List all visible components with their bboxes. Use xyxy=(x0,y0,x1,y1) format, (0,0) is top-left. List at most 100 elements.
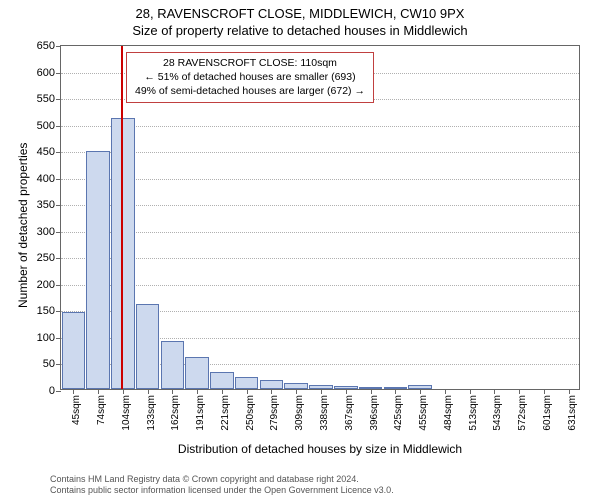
gridline xyxy=(61,258,579,259)
ytick-mark xyxy=(56,46,61,47)
xtick-mark xyxy=(371,389,372,394)
annotation-line: 49% of semi-detached houses are larger (… xyxy=(135,84,365,98)
gridline xyxy=(61,126,579,127)
xtick-mark xyxy=(395,389,396,394)
xtick-label: 338sqm xyxy=(319,395,330,431)
xtick-mark xyxy=(222,389,223,394)
ytick-label: 650 xyxy=(37,40,55,52)
xtick-label: 484sqm xyxy=(443,395,454,431)
histogram-bar xyxy=(235,377,259,389)
xtick-label: 513sqm xyxy=(468,395,479,431)
histogram-bar xyxy=(260,380,284,389)
ytick-label: 500 xyxy=(37,120,55,132)
y-axis-label: Number of detached properties xyxy=(16,142,30,307)
ytick-mark xyxy=(56,99,61,100)
xtick-mark xyxy=(247,389,248,394)
ytick-label: 100 xyxy=(37,332,55,344)
xtick-mark xyxy=(445,389,446,394)
ytick-label: 0 xyxy=(49,385,55,397)
ytick-mark xyxy=(56,391,61,392)
chart-plot-area: 0501001502002503003504004505005506006504… xyxy=(60,45,580,390)
gridline xyxy=(61,205,579,206)
xtick-label: 250sqm xyxy=(245,395,256,431)
ytick-mark xyxy=(56,364,61,365)
ytick-mark xyxy=(56,152,61,153)
chart-title-line2: Size of property relative to detached ho… xyxy=(0,23,600,38)
ytick-label: 50 xyxy=(43,358,55,370)
xtick-label: 572sqm xyxy=(517,395,528,431)
xtick-mark xyxy=(172,389,173,394)
histogram-bar xyxy=(161,341,185,389)
annotation-line: 28 RAVENSCROFT CLOSE: 110sqm xyxy=(135,56,365,70)
ytick-label: 250 xyxy=(37,252,55,264)
ytick-label: 350 xyxy=(37,199,55,211)
annotation-box: 28 RAVENSCROFT CLOSE: 110sqm← 51% of det… xyxy=(126,52,374,103)
xtick-mark xyxy=(519,389,520,394)
ytick-label: 200 xyxy=(37,279,55,291)
histogram-bar xyxy=(210,372,234,389)
xtick-mark xyxy=(569,389,570,394)
gridline xyxy=(61,152,579,153)
xtick-mark xyxy=(73,389,74,394)
annotation-line: ← 51% of detached houses are smaller (69… xyxy=(135,70,365,84)
histogram-bar xyxy=(136,304,160,389)
xtick-mark xyxy=(321,389,322,394)
xtick-mark xyxy=(123,389,124,394)
xtick-label: 74sqm xyxy=(96,395,107,425)
gridline xyxy=(61,179,579,180)
xtick-label: 455sqm xyxy=(418,395,429,431)
ytick-label: 550 xyxy=(37,93,55,105)
histogram-bar xyxy=(111,118,135,389)
histogram-bar xyxy=(62,312,86,389)
ytick-mark xyxy=(56,126,61,127)
xtick-mark xyxy=(346,389,347,394)
histogram-bar xyxy=(86,151,110,389)
xtick-label: 279sqm xyxy=(269,395,280,431)
footer-line2: Contains public sector information licen… xyxy=(50,485,590,496)
xtick-label: 543sqm xyxy=(492,395,503,431)
xtick-label: 367sqm xyxy=(344,395,355,431)
xtick-mark xyxy=(148,389,149,394)
x-axis-label: Distribution of detached houses by size … xyxy=(60,442,580,456)
xtick-mark xyxy=(544,389,545,394)
xtick-label: 631sqm xyxy=(567,395,578,431)
histogram-bar xyxy=(185,357,209,389)
ytick-mark xyxy=(56,285,61,286)
ytick-label: 300 xyxy=(37,226,55,238)
xtick-mark xyxy=(197,389,198,394)
ytick-label: 600 xyxy=(37,67,55,79)
xtick-label: 221sqm xyxy=(220,395,231,431)
ytick-mark xyxy=(56,311,61,312)
chart-title-line1: 28, RAVENSCROFT CLOSE, MIDDLEWICH, CW10 … xyxy=(0,6,600,21)
gridline xyxy=(61,285,579,286)
xtick-mark xyxy=(494,389,495,394)
footer-attribution: Contains HM Land Registry data © Crown c… xyxy=(50,474,590,497)
xtick-label: 162sqm xyxy=(170,395,181,431)
gridline xyxy=(61,232,579,233)
ytick-label: 400 xyxy=(37,173,55,185)
property-marker-line xyxy=(121,46,123,389)
xtick-label: 309sqm xyxy=(294,395,305,431)
xtick-label: 45sqm xyxy=(71,395,82,425)
xtick-label: 104sqm xyxy=(121,395,132,431)
xtick-mark xyxy=(98,389,99,394)
chart-title-block: 28, RAVENSCROFT CLOSE, MIDDLEWICH, CW10 … xyxy=(0,0,600,38)
ytick-mark xyxy=(56,205,61,206)
xtick-label: 601sqm xyxy=(542,395,553,431)
xtick-mark xyxy=(470,389,471,394)
ytick-mark xyxy=(56,73,61,74)
ytick-mark xyxy=(56,258,61,259)
xtick-mark xyxy=(296,389,297,394)
xtick-mark xyxy=(420,389,421,394)
xtick-label: 425sqm xyxy=(393,395,404,431)
ytick-mark xyxy=(56,338,61,339)
ytick-label: 150 xyxy=(37,305,55,317)
xtick-label: 191sqm xyxy=(195,395,206,431)
xtick-mark xyxy=(271,389,272,394)
ytick-label: 450 xyxy=(37,146,55,158)
ytick-mark xyxy=(56,232,61,233)
xtick-label: 133sqm xyxy=(146,395,157,431)
xtick-label: 396sqm xyxy=(369,395,380,431)
footer-line1: Contains HM Land Registry data © Crown c… xyxy=(50,474,590,485)
ytick-mark xyxy=(56,179,61,180)
